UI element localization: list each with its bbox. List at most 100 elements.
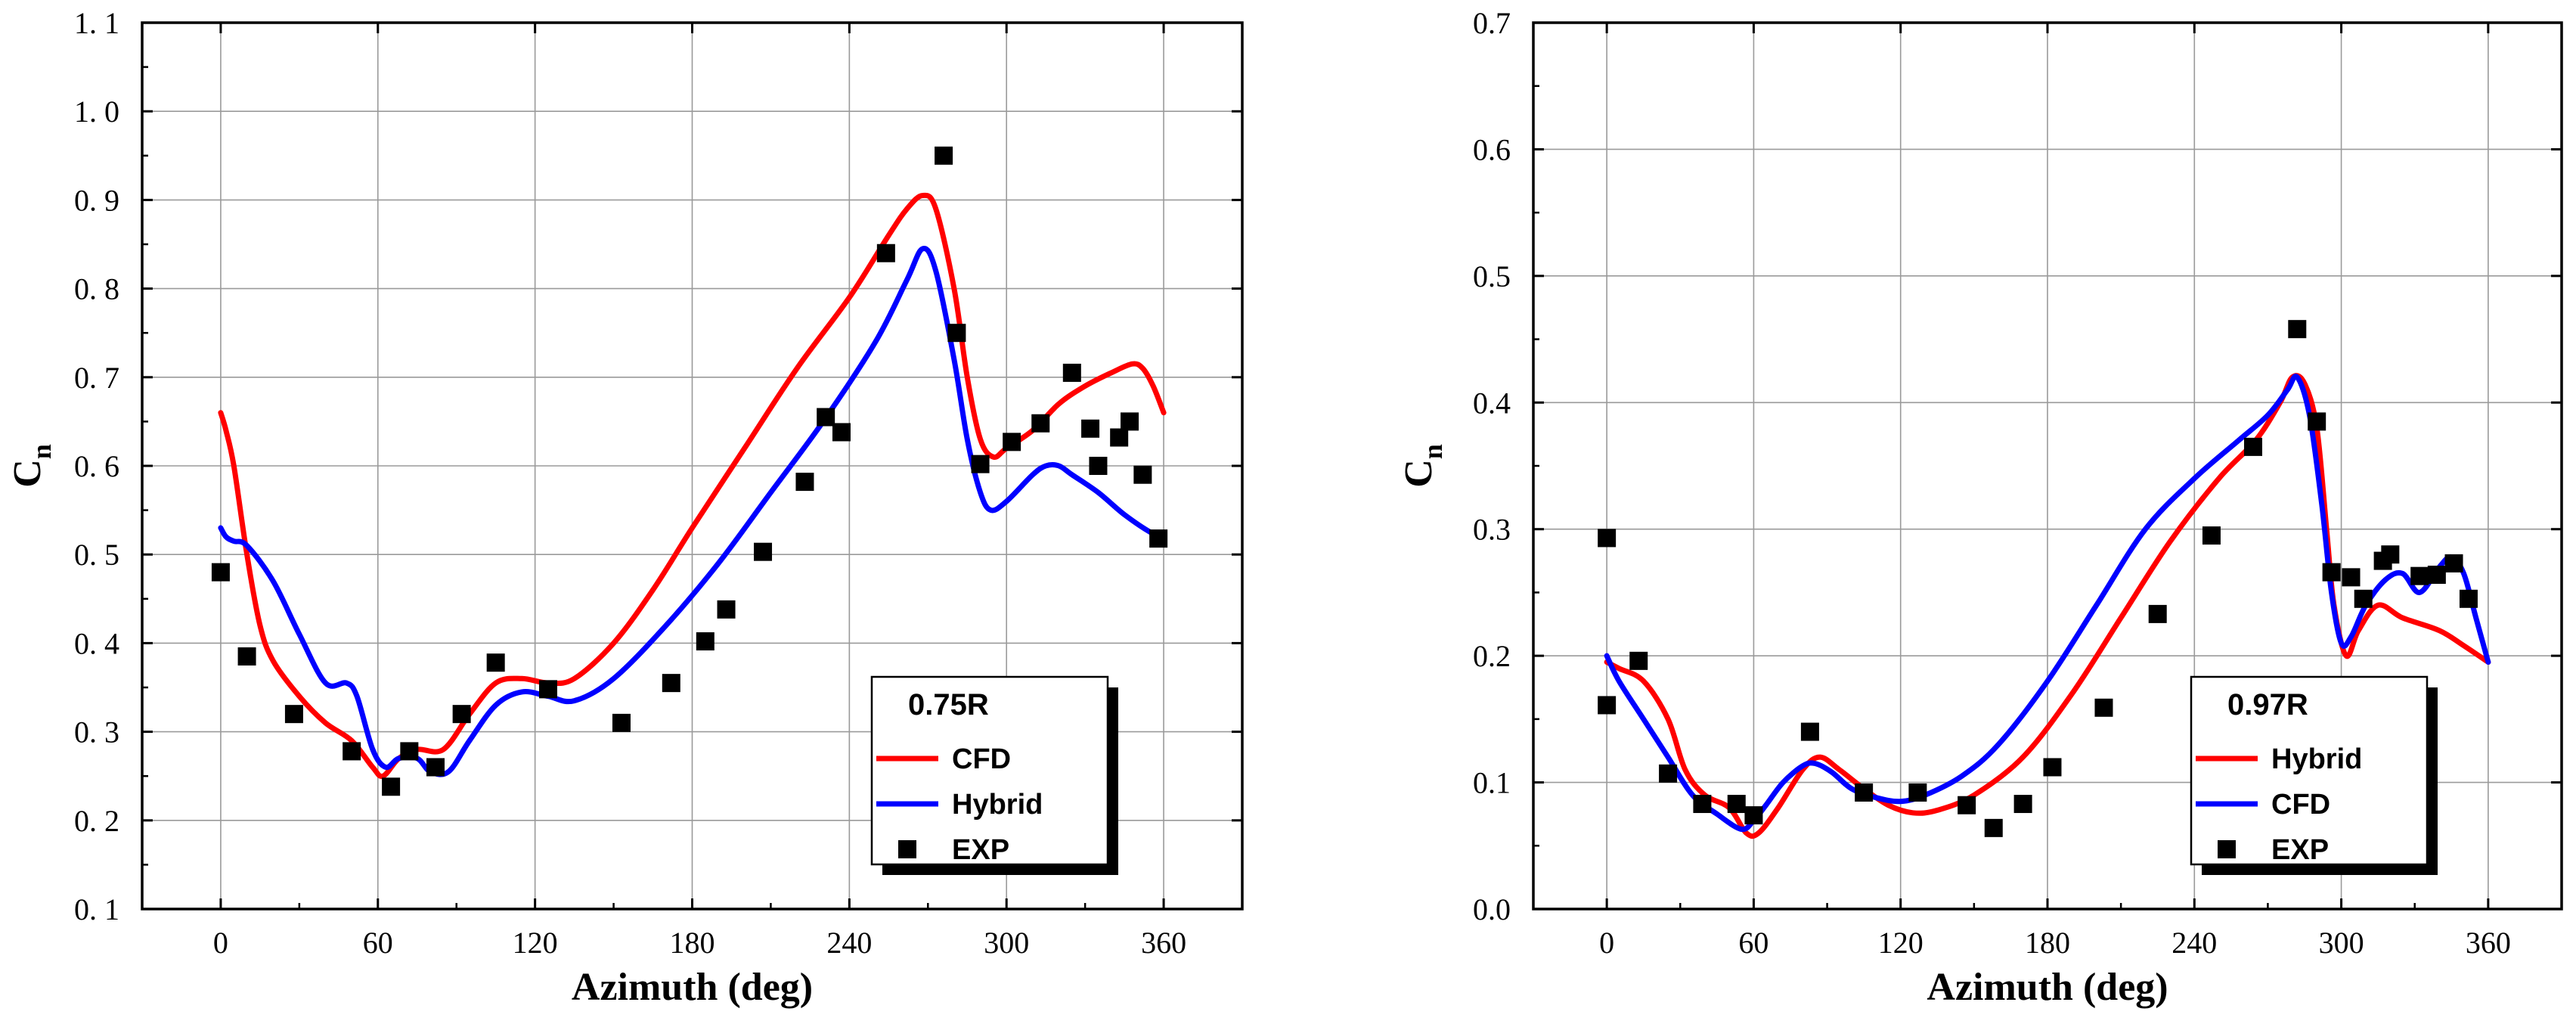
exp-data-point [1110, 428, 1129, 447]
exp-data-point [754, 542, 773, 561]
y-tick-label: 0.2 [1473, 639, 1511, 673]
y-tick-label: 0. 5 [74, 538, 119, 572]
exp-data-point [1908, 783, 1927, 802]
legend-label-cfd: CFD [952, 743, 1011, 775]
exp-data-point [1149, 529, 1168, 548]
x-tick-label: 360 [1141, 926, 1186, 960]
exp-data-point [1958, 796, 1976, 814]
exp-data-point [343, 742, 361, 761]
exp-data-point [1089, 457, 1108, 475]
exp-data-point [817, 408, 835, 427]
exp-data-point [452, 705, 471, 724]
exp-data-point [947, 324, 966, 343]
x-tick-label: 120 [513, 926, 558, 960]
chart-1: 0 60 120 180 240 300 360 0. 1 0. 2 0. 3 0. 4 0. 5 0.… [6, 6, 1244, 1009]
exp-data-point [696, 632, 715, 651]
x-tick-label: 120 [1878, 926, 1923, 960]
exp-data-point [1121, 412, 1139, 431]
x-axis-title: Azimuth (deg) [1927, 966, 2168, 1009]
x-tick-label: 240 [2171, 926, 2217, 960]
x-tick-label: 360 [2466, 926, 2511, 960]
x-axis-title: Azimuth (deg) [572, 966, 813, 1009]
y-tick-label: 0.1 [1473, 766, 1511, 800]
x-tick-label: 180 [2025, 926, 2070, 960]
exp-data-point [426, 758, 445, 777]
y-tick-label: 0. 9 [74, 183, 119, 217]
exp-data-point [1598, 696, 1617, 715]
exp-data-point [211, 563, 230, 582]
legend-swatch-exp [898, 840, 916, 858]
exp-data-point [612, 713, 631, 732]
exp-data-point [1855, 783, 1874, 802]
y-tick-label: 0.4 [1473, 386, 1511, 420]
y-tick-label: 1. 0 [74, 95, 119, 129]
legend-label-hybrid: Hybrid [2271, 743, 2362, 775]
exp-data-point [2043, 758, 2062, 777]
exp-data-point [1062, 363, 1081, 382]
exp-data-point [2148, 604, 2167, 623]
y-tick-label: 1. 1 [74, 6, 119, 40]
legend-label-cfd: CFD [2271, 789, 2330, 821]
x-tick-label: 300 [2319, 926, 2364, 960]
y-tick-label: 0.7 [1473, 6, 1511, 40]
exp-data-point [1133, 465, 1152, 484]
exp-data-point [2094, 698, 2113, 717]
y-axis-title-main: C [6, 459, 49, 488]
x-tick-label: 180 [670, 926, 715, 960]
exp-data-point [1800, 722, 1819, 741]
exp-data-point [2444, 554, 2463, 572]
legend-title: 0.75R [908, 688, 989, 721]
exp-data-point [400, 742, 419, 761]
y-tick-label: 0. 6 [74, 449, 119, 483]
exp-data-point [1693, 795, 1712, 814]
x-tick-label: 60 [1738, 926, 1768, 960]
y-tick-label: 0. 3 [74, 715, 119, 749]
y-tick-label: 0. 4 [74, 626, 119, 660]
x-tick-label: 240 [826, 926, 872, 960]
y-tick-label: 0. 1 [74, 892, 119, 926]
chart-2: 0 60 120 180 240 300 360 0.0 0.1 0.2 0.3 0.4 0.5 0.6 0… [1397, 6, 2563, 1009]
y-tick-label: 0.3 [1473, 513, 1511, 547]
exp-data-point [382, 777, 401, 796]
y-axis-title: Cn [6, 444, 57, 488]
y-tick-label: 0.6 [1473, 132, 1511, 166]
legend-box [2190, 675, 2429, 866]
exp-data-point [1629, 651, 1648, 670]
y-tick-label: 0. 8 [74, 272, 119, 306]
exp-data-point [2354, 589, 2373, 608]
exp-data-point [2013, 795, 2032, 814]
exp-data-point [795, 473, 814, 492]
exp-data-point [1744, 806, 1763, 825]
series-line-hybrid [218, 246, 1167, 777]
exp-data-point [2342, 568, 2361, 587]
exp-data-point [832, 423, 851, 442]
legend-label-hybrid: Hybrid [952, 789, 1043, 821]
exp-data-point [1598, 529, 1617, 548]
y-tick-label: 0. 7 [74, 361, 119, 395]
exp-data-point [2459, 589, 2478, 608]
exp-data-point [2244, 437, 2262, 456]
exp-data-point [717, 600, 736, 619]
exp-data-point [2308, 412, 2326, 431]
y-tick-label: 0.5 [1473, 259, 1511, 293]
y-axis-title: Cn [1397, 444, 1448, 488]
x-tick-label: 0 [1599, 926, 1614, 960]
legend-title: 0.97R [2227, 688, 2308, 721]
legend-box [870, 675, 1109, 866]
exp-data-point [971, 455, 990, 473]
exp-data-point [2288, 320, 2307, 339]
exp-data-point [1727, 795, 1746, 814]
exp-data-point [1081, 419, 1100, 438]
exp-data-point [237, 647, 256, 666]
exp-data-point [2202, 526, 2221, 545]
exp-data-point [2322, 563, 2341, 582]
legend-label-exp: EXP [952, 834, 1009, 866]
y-tick-label: 0. 2 [74, 804, 119, 838]
legend-label-exp: EXP [2271, 834, 2329, 866]
exp-data-point [1659, 764, 1678, 783]
legend-swatch-exp [2218, 840, 2236, 858]
exp-data-point [486, 653, 505, 672]
exp-data-point [2381, 545, 2400, 564]
exp-data-point [935, 146, 953, 165]
